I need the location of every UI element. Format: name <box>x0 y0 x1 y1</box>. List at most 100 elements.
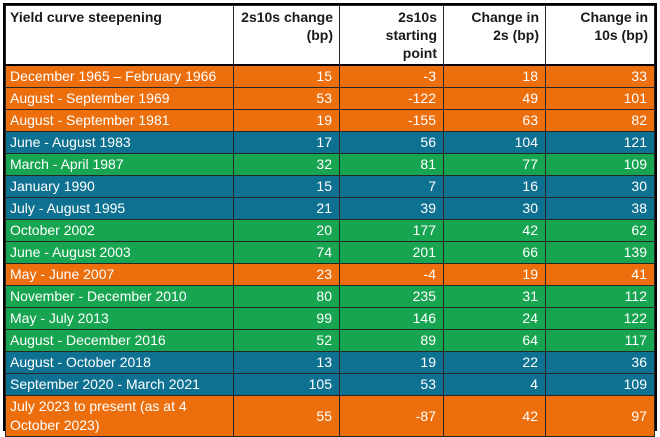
value-cell: 36 <box>545 351 655 374</box>
value-cell: 74 <box>233 241 340 264</box>
value-cell: 19 <box>339 351 444 374</box>
value-cell: -3 <box>339 64 444 88</box>
value-cell: 82 <box>545 109 655 132</box>
period-cell: August - October 2018 <box>5 351 234 374</box>
period-cell: August - December 2016 <box>5 329 234 352</box>
table-row: September 2020 - March 2021 105 53 4 109 <box>5 373 655 396</box>
value-cell: 104 <box>443 131 546 154</box>
value-cell: 24 <box>443 307 546 330</box>
period-cell: November - December 2010 <box>5 285 234 308</box>
value-cell: 177 <box>339 219 444 242</box>
value-cell: 81 <box>339 153 444 176</box>
value-cell: -87 <box>339 395 444 437</box>
period-cell: December 1965 – February 1966 <box>5 64 234 88</box>
value-cell: 53 <box>233 87 340 110</box>
table-row: July 2023 to present (as at 4 October 20… <box>5 395 655 437</box>
header-change-in-10s: Change in 10s (bp) <box>545 5 655 66</box>
table-row: July - August 1995 21 39 30 38 <box>5 197 655 220</box>
table-row: August - December 2016 52 89 64 117 <box>5 329 655 352</box>
header-2s10s-starting-point: 2s10s starting point <box>339 5 444 66</box>
table-body: December 1965 – February 1966 15 -3 18 33 Aug… <box>5 64 655 437</box>
value-cell: 4 <box>443 373 546 396</box>
value-cell: 20 <box>233 219 340 242</box>
yield-curve-table-frame: Yield curve steepening 2s10s change (bp)… <box>3 3 657 437</box>
value-cell: 52 <box>233 329 340 352</box>
value-cell: 18 <box>443 64 546 88</box>
value-cell: 62 <box>545 219 655 242</box>
value-cell: -122 <box>339 87 444 110</box>
value-cell: 80 <box>233 285 340 308</box>
period-cell: August - September 1969 <box>5 87 234 110</box>
period-cell: May - July 2013 <box>5 307 234 330</box>
table-row: August - October 2018 13 19 22 36 <box>5 351 655 374</box>
header-yield-curve-steepening: Yield curve steepening <box>5 5 234 66</box>
table-row: May - July 2013 99 146 24 122 <box>5 307 655 330</box>
table-row: December 1965 – February 1966 15 -3 18 33 <box>5 64 655 88</box>
table-row: November - December 2010 80 235 31 112 <box>5 285 655 308</box>
value-cell: 16 <box>443 175 546 198</box>
value-cell: 13 <box>233 351 340 374</box>
header-row: Yield curve steepening 2s10s change (bp)… <box>5 5 655 66</box>
table-row: August - September 1981 19 -155 63 82 <box>5 109 655 132</box>
header-2s10s-change: 2s10s change (bp) <box>233 5 340 66</box>
value-cell: 7 <box>339 175 444 198</box>
value-cell: 109 <box>545 373 655 396</box>
value-cell: 55 <box>233 395 340 437</box>
value-cell: 99 <box>233 307 340 330</box>
value-cell: 15 <box>233 64 340 88</box>
period-cell: September 2020 - March 2021 <box>5 373 234 396</box>
table-row: March - April 1987 32 81 77 109 <box>5 153 655 176</box>
period-cell: June - August 1983 <box>5 131 234 154</box>
value-cell: 109 <box>545 153 655 176</box>
value-cell: 146 <box>339 307 444 330</box>
period-cell: October 2002 <box>5 219 234 242</box>
yield-curve-steepening-table: Yield curve steepening 2s10s change (bp)… <box>5 5 655 437</box>
value-cell: 64 <box>443 329 546 352</box>
table-row: June - August 1983 17 56 104 121 <box>5 131 655 154</box>
value-cell: 97 <box>545 395 655 437</box>
value-cell: 42 <box>443 395 546 437</box>
value-cell: 53 <box>339 373 444 396</box>
value-cell: 89 <box>339 329 444 352</box>
value-cell: -155 <box>339 109 444 132</box>
period-cell: June - August 2003 <box>5 241 234 264</box>
value-cell: 117 <box>545 329 655 352</box>
period-cell: August - September 1981 <box>5 109 234 132</box>
table-row: June - August 2003 74 201 66 139 <box>5 241 655 264</box>
value-cell: 19 <box>233 109 340 132</box>
value-cell: 56 <box>339 131 444 154</box>
value-cell: 112 <box>545 285 655 308</box>
value-cell: 41 <box>545 263 655 286</box>
table-row: August - September 1969 53 -122 49 101 <box>5 87 655 110</box>
value-cell: 105 <box>233 373 340 396</box>
value-cell: 30 <box>545 175 655 198</box>
value-cell: -4 <box>339 263 444 286</box>
period-cell: July - August 1995 <box>5 197 234 220</box>
value-cell: 22 <box>443 351 546 374</box>
value-cell: 121 <box>545 131 655 154</box>
value-cell: 49 <box>443 87 546 110</box>
period-cell: January 1990 <box>5 175 234 198</box>
period-cell: July 2023 to present (as at 4 October 20… <box>5 395 234 437</box>
period-cell: May - June 2007 <box>5 263 234 286</box>
table-header: Yield curve steepening 2s10s change (bp)… <box>5 5 655 66</box>
period-cell: March - April 1987 <box>5 153 234 176</box>
value-cell: 63 <box>443 109 546 132</box>
table-row: January 1990 15 7 16 30 <box>5 175 655 198</box>
table-row: May - June 2007 23 -4 19 41 <box>5 263 655 286</box>
value-cell: 21 <box>233 197 340 220</box>
value-cell: 122 <box>545 307 655 330</box>
value-cell: 15 <box>233 175 340 198</box>
value-cell: 23 <box>233 263 340 286</box>
value-cell: 17 <box>233 131 340 154</box>
value-cell: 235 <box>339 285 444 308</box>
value-cell: 38 <box>545 197 655 220</box>
value-cell: 77 <box>443 153 546 176</box>
value-cell: 39 <box>339 197 444 220</box>
value-cell: 101 <box>545 87 655 110</box>
value-cell: 42 <box>443 219 546 242</box>
header-change-in-2s: Change in 2s (bp) <box>443 5 546 66</box>
table-row: October 2002 20 177 42 62 <box>5 219 655 242</box>
value-cell: 30 <box>443 197 546 220</box>
value-cell: 201 <box>339 241 444 264</box>
